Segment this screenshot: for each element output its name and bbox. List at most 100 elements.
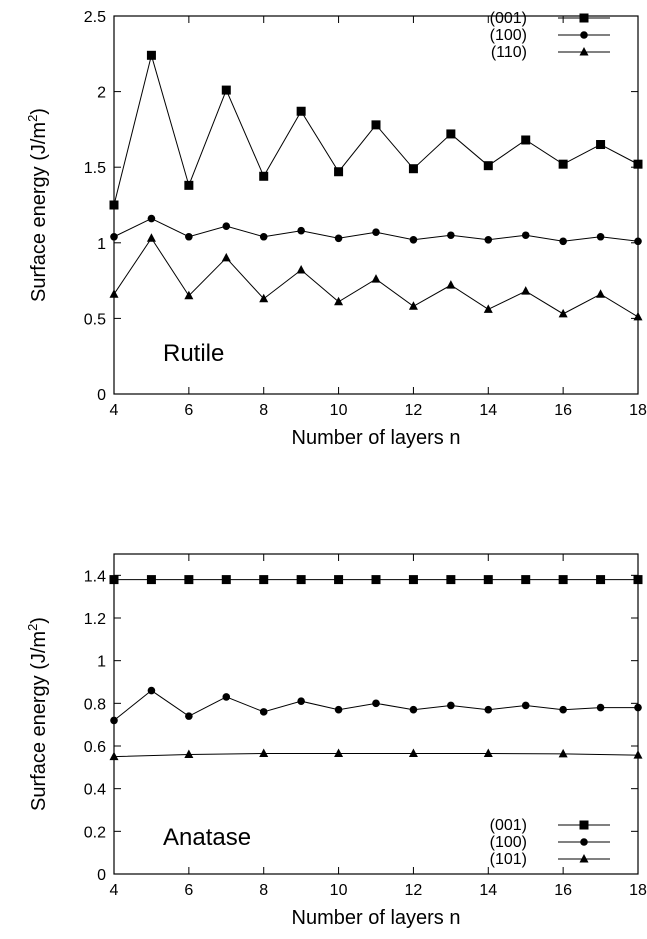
data-point: [259, 575, 269, 585]
data-point: [109, 200, 119, 210]
data-point: [221, 252, 231, 262]
data-point: [222, 222, 231, 230]
x-tick-label: 10: [330, 882, 348, 899]
data-point: [409, 705, 418, 714]
legend-label: (001): [490, 10, 527, 27]
x-tick-label: 10: [330, 402, 348, 419]
x-tick-label: 6: [184, 402, 193, 419]
data-point: [221, 575, 231, 585]
legend-marker: [579, 820, 589, 830]
data-point: [296, 106, 306, 116]
x-tick-label: 6: [184, 882, 193, 899]
y-tick-label: 0: [97, 387, 106, 404]
x-tick-label: 18: [629, 882, 647, 899]
data-point: [559, 705, 567, 714]
data-point: [521, 135, 531, 145]
data-point: [147, 686, 156, 695]
series-001: [109, 575, 643, 585]
x-tick-label: 16: [554, 402, 572, 419]
y-tick-label: 0.4: [84, 782, 106, 799]
y-tick-label: 1.2: [84, 611, 106, 628]
data-point: [483, 748, 493, 757]
data-point: [110, 232, 118, 241]
x-tick-label: 12: [405, 402, 423, 419]
data-point: [372, 699, 380, 708]
data-point: [408, 575, 418, 585]
data-point: [596, 140, 606, 150]
data-point: [221, 85, 231, 95]
data-point: [484, 235, 493, 244]
data-point: [483, 161, 493, 171]
y-axis-title-main: Surface energy (J/m: [28, 631, 50, 811]
data-point: [409, 235, 418, 244]
data-point: [634, 703, 642, 712]
x-axis-title: Number of layers n: [292, 907, 461, 929]
data-point: [633, 311, 643, 321]
series-101: [109, 748, 643, 761]
data-point: [371, 120, 381, 130]
data-point: [558, 748, 568, 758]
data-point: [297, 697, 305, 705]
data-point: [483, 304, 493, 313]
data-point: [184, 749, 194, 759]
y-tick-label: 2: [97, 85, 106, 102]
y-axis-title-close: ): [28, 617, 50, 624]
data-point: [484, 705, 493, 714]
data-point: [521, 286, 531, 295]
plot-frame: [113, 553, 639, 875]
data-point: [146, 233, 156, 242]
series-100: [110, 686, 642, 725]
data-point: [596, 232, 605, 241]
data-point: [633, 750, 643, 759]
data-point: [146, 50, 156, 60]
data-point: [334, 296, 344, 306]
data-point: [521, 231, 530, 240]
y-tick-label: 0: [97, 867, 106, 884]
y-tick-label: 1.4: [84, 568, 106, 585]
data-point: [334, 748, 344, 757]
data-point: [447, 701, 455, 710]
data-point: [222, 693, 231, 701]
legend-label: (100): [490, 27, 527, 44]
data-point: [259, 708, 268, 716]
y-axis-title: Surface energy (J/m2): [25, 108, 50, 302]
x-axis-title: Number of layers n: [292, 427, 461, 449]
legend: (001)(100)(101): [490, 817, 610, 868]
data-point: [483, 575, 493, 585]
series-100: [110, 214, 642, 246]
data-point: [259, 232, 268, 241]
data-point: [633, 159, 643, 169]
panel-label: Rutile: [163, 340, 224, 367]
data-point: [296, 265, 306, 274]
data-point: [109, 289, 119, 298]
data-point: [558, 308, 568, 318]
data-point: [184, 575, 194, 585]
data-point: [185, 712, 193, 720]
data-point: [446, 129, 456, 139]
y-axis-title-main: Surface energy (J/m: [28, 122, 50, 302]
x-tick-label: 12: [405, 882, 423, 899]
x-tick-label: 18: [629, 402, 647, 419]
legend-marker: [580, 838, 588, 846]
x-tick-label: 8: [259, 402, 268, 419]
legend-label: (110): [491, 44, 527, 61]
y-axis-title: Surface energy (J/m2): [25, 617, 50, 811]
legend: (001)(100)(110): [490, 10, 610, 61]
y-tick-label: 0.8: [84, 696, 106, 713]
data-point: [446, 575, 456, 585]
data-point: [446, 280, 456, 289]
data-point: [596, 289, 606, 298]
data-point: [334, 167, 344, 177]
series-001: [109, 50, 643, 210]
y-axis-title-close: ): [28, 108, 50, 115]
chart-panel-anatase: 4 6 8 10 12 14 16 18 0 0.2 0.4 0.6 0.8 1 1.2 1.4 Number …: [25, 553, 647, 929]
y-tick-label: 2.5: [84, 9, 106, 26]
data-point: [408, 301, 418, 310]
data-point: [633, 575, 643, 585]
chart-panel-rutile: 4 6 8 10 12 14 16 18 0 0.5 1 1.5 2 2.5 Number of layer…: [25, 9, 647, 449]
panel-label: Anatase: [163, 824, 251, 851]
legend-label: (101): [490, 851, 527, 868]
legend-marker: [579, 47, 589, 56]
data-point: [147, 214, 156, 223]
series-line: [113, 752, 639, 758]
